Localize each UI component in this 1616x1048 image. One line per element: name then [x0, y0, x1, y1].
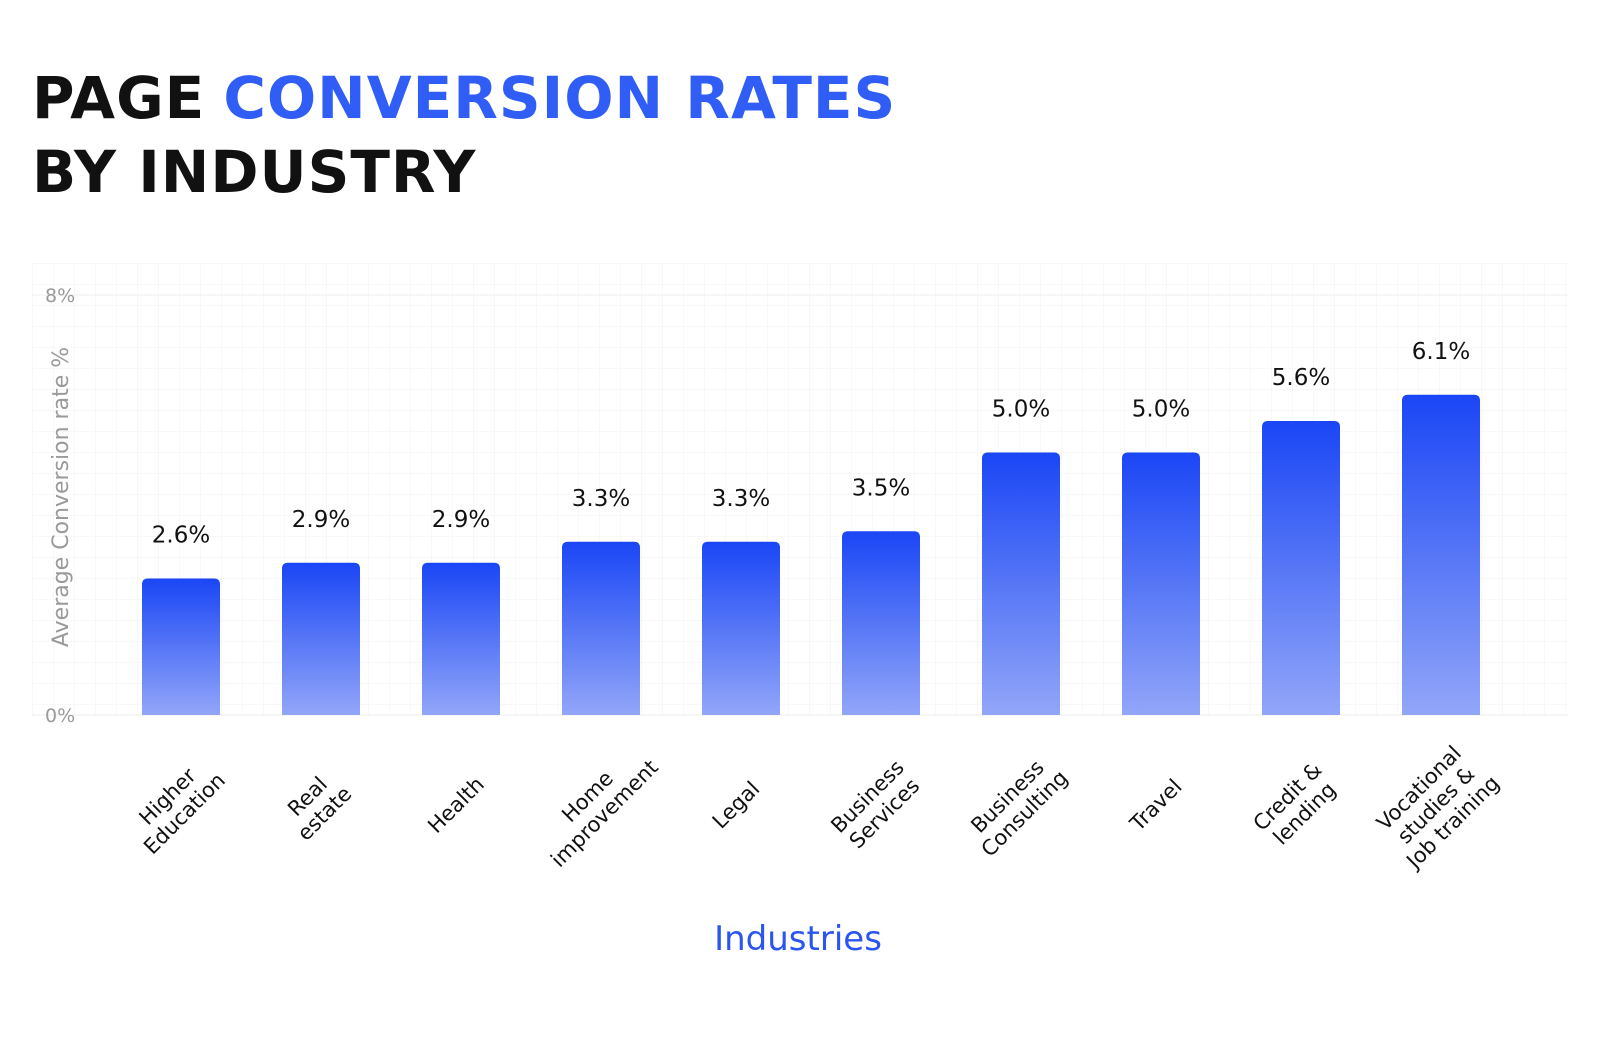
value-label: 6.1% [1412, 339, 1470, 365]
value-label: 3.5% [852, 475, 910, 501]
x-tick-label: Credit &lending [1249, 758, 1344, 853]
value-label: 2.9% [432, 507, 490, 533]
x-tick-label: Legal [708, 777, 765, 834]
value-label: 5.0% [1132, 397, 1190, 423]
y-tick-label: 0% [45, 705, 75, 727]
y-axis-label: Average Conversion rate % [49, 347, 74, 647]
value-label: 3.3% [572, 486, 630, 512]
value-label: 5.0% [992, 397, 1050, 423]
value-label: 3.3% [712, 486, 770, 512]
chart-title-line: BY INDUSTRY [32, 138, 476, 206]
y-tick-label: 8% [45, 285, 75, 307]
x-tick-label: Homeimprovement [529, 738, 663, 872]
value-label: 2.6% [152, 523, 210, 549]
bar [1402, 394, 1480, 715]
x-tick-label: Health [423, 772, 489, 838]
x-tick-label: Realestate [276, 765, 357, 846]
x-tick-label: Travel [1125, 774, 1187, 836]
bar [422, 562, 500, 715]
bar [842, 531, 920, 715]
chart-title: PAGE CONVERSION RATES [32, 64, 896, 132]
x-tick-label: BusinessConsulting [960, 749, 1073, 862]
title-highlight: CONVERSION RATES [223, 64, 896, 132]
bar [142, 578, 220, 715]
bar [282, 562, 360, 715]
value-label: 5.6% [1272, 365, 1330, 391]
bar [702, 541, 780, 715]
bar [1262, 421, 1340, 715]
x-tick-label: HigherEducation [122, 751, 230, 859]
x-tick-label: Vocationalstudies &Job training [1367, 737, 1504, 874]
bar [982, 452, 1060, 715]
x-tick-label: BusinessServices [826, 755, 925, 854]
value-label: 2.9% [292, 507, 350, 533]
bar [1122, 452, 1200, 715]
bar [562, 541, 640, 715]
title-part: PAGE [32, 64, 205, 132]
x-axis-label: Industries [714, 919, 882, 959]
